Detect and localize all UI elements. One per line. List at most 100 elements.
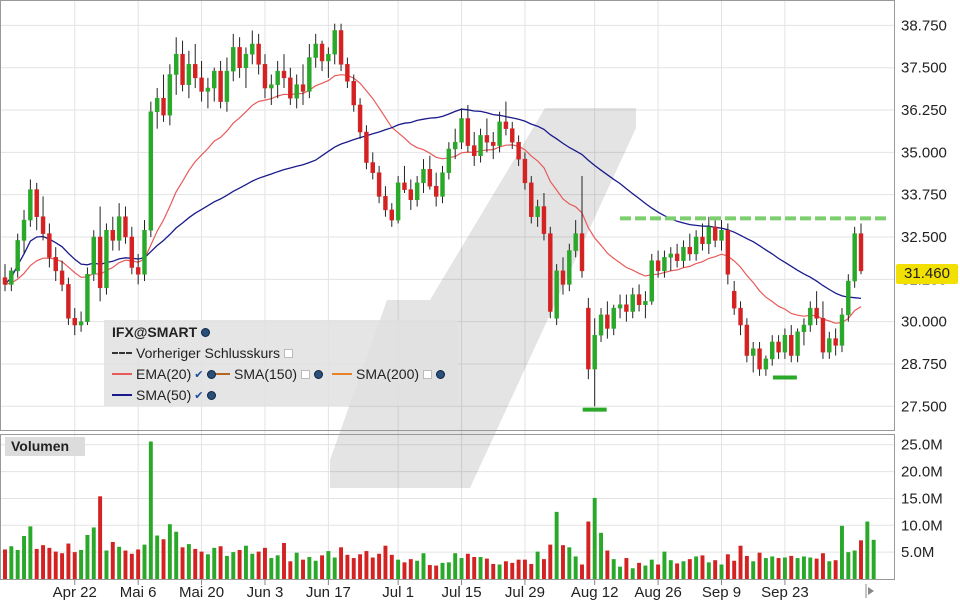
candle-body xyxy=(814,307,819,319)
candle xyxy=(491,132,496,160)
volume-bar xyxy=(161,539,166,579)
legend-item-sma200[interactable]: SMA(200) xyxy=(332,366,446,382)
volume-bar xyxy=(129,553,134,579)
candle-body xyxy=(643,301,648,305)
candle-body xyxy=(522,158,528,184)
volume-bar xyxy=(548,544,553,579)
candle xyxy=(579,176,585,278)
candle-body xyxy=(484,135,490,143)
candle-body xyxy=(15,240,20,272)
candle-body xyxy=(567,250,572,285)
volume-bar xyxy=(605,550,610,579)
time-tick-label: Jul 29 xyxy=(505,584,545,600)
candle-body xyxy=(307,57,312,92)
checkbox-icon[interactable] xyxy=(301,369,311,379)
candle-body xyxy=(548,233,553,312)
candle xyxy=(34,182,39,231)
volume-bar xyxy=(611,559,616,579)
candle xyxy=(567,243,572,292)
candle xyxy=(687,233,693,261)
candle xyxy=(503,101,509,136)
volume-bar xyxy=(865,521,870,579)
settings-icon[interactable] xyxy=(207,369,217,379)
volume-tick-label: 5.0M xyxy=(901,544,934,561)
candle-body xyxy=(288,77,293,99)
volume-bar xyxy=(427,565,432,579)
candle-body xyxy=(516,141,521,160)
volume-bar xyxy=(795,558,800,579)
annotation-layer xyxy=(582,216,890,412)
candle-body xyxy=(345,64,350,82)
volume-bar xyxy=(332,557,337,579)
candle xyxy=(839,308,845,353)
candle-body xyxy=(744,324,750,356)
volume-bar xyxy=(402,562,407,579)
candle xyxy=(700,223,705,251)
candle-body xyxy=(833,338,838,346)
legend-item-symbol[interactable]: IFX@SMART xyxy=(112,324,211,340)
candle-body xyxy=(611,307,616,329)
candle xyxy=(719,220,724,251)
candle xyxy=(497,111,502,153)
candle-body xyxy=(66,284,71,319)
candle-body xyxy=(452,141,458,150)
candle xyxy=(833,328,838,356)
candle-body xyxy=(338,30,344,65)
time-tick-label: Sep 23 xyxy=(761,584,809,600)
time-tick-label: Sep 9 xyxy=(702,584,741,600)
candle-body xyxy=(655,260,661,272)
candle-body xyxy=(364,131,369,163)
legend-item-sma150[interactable]: SMA(150) xyxy=(216,366,324,382)
candle-body xyxy=(383,196,388,211)
settings-icon[interactable] xyxy=(201,327,211,337)
volume-bar xyxy=(503,561,508,579)
settings-icon[interactable] xyxy=(436,369,446,379)
volume-bar xyxy=(345,554,350,579)
candle-body xyxy=(491,141,496,146)
legend-item-ema20[interactable]: EMA(20) ✔ xyxy=(112,366,217,382)
candle-body xyxy=(789,334,794,356)
volume-bar xyxy=(675,563,680,579)
volume-bar xyxy=(554,511,559,579)
candle-body xyxy=(351,81,356,106)
time-tick-label: Jul 15 xyxy=(442,584,482,600)
checkbox-icon[interactable] xyxy=(423,369,433,379)
settings-icon[interactable] xyxy=(314,369,324,379)
candle-body xyxy=(617,304,623,309)
candle xyxy=(617,294,623,319)
volume-bar xyxy=(282,543,286,579)
volume-axis: 25.0M 20.0M 15.0M 10.0M 5.0M xyxy=(901,437,943,561)
checkbox-icon[interactable] xyxy=(283,348,293,358)
legend-item-prev-close[interactable]: Vorheriger Schlusskurs xyxy=(112,345,293,361)
volume-bar xyxy=(218,546,223,579)
volume-tick-label: 10.0M xyxy=(901,517,943,534)
volume-bar xyxy=(725,554,730,579)
candle-body xyxy=(180,53,185,85)
legend-item-sma50[interactable]: SMA(50) ✔ xyxy=(112,387,217,403)
candle-body xyxy=(529,182,534,217)
ema20-line xyxy=(4,74,862,324)
time-tick-label: Apr 22 xyxy=(53,584,97,600)
candle-body xyxy=(116,216,122,241)
volume-bar xyxy=(453,553,458,579)
candle xyxy=(478,128,483,163)
candle-body xyxy=(706,226,712,245)
candle xyxy=(28,179,33,227)
candle xyxy=(605,301,610,339)
volume-bar xyxy=(656,564,661,579)
candle-body xyxy=(510,128,515,143)
candle xyxy=(586,297,591,380)
checkmark-icon[interactable]: ✔ xyxy=(194,368,204,381)
candle-body xyxy=(681,246,686,261)
settings-icon[interactable] xyxy=(207,390,217,400)
candle xyxy=(459,108,464,149)
candle-body xyxy=(478,135,483,156)
candle xyxy=(446,142,452,180)
volume-bar xyxy=(3,549,7,579)
checkmark-icon[interactable]: ✔ xyxy=(194,389,204,402)
candle xyxy=(738,301,743,336)
candle-body xyxy=(148,111,154,231)
scroll-arrow-icon[interactable] xyxy=(865,584,874,598)
volume-bar xyxy=(573,556,578,579)
volume-bar xyxy=(123,550,128,579)
